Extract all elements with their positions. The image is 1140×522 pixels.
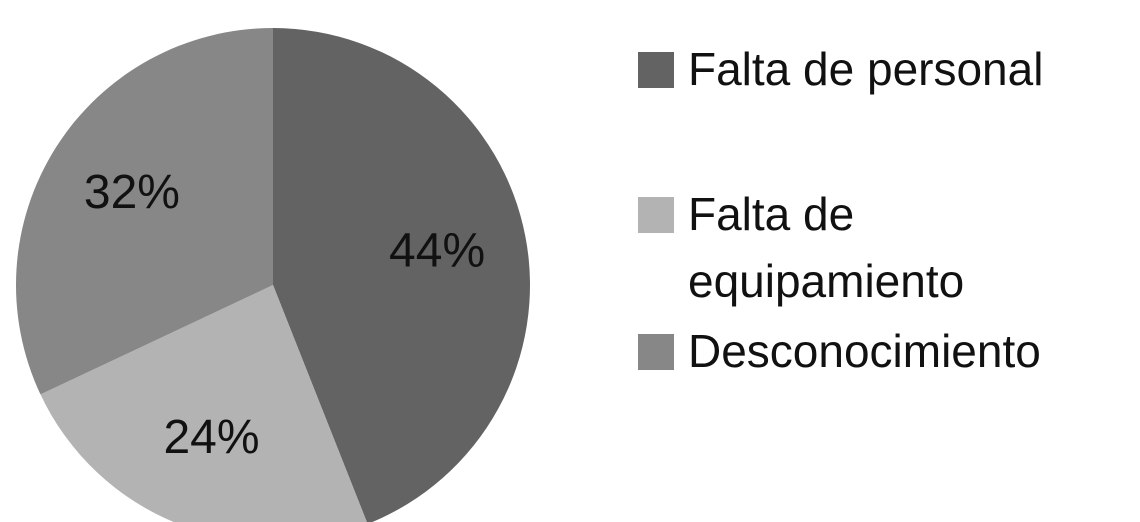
pie-slice xyxy=(40,285,367,522)
pie-slice xyxy=(15,28,274,395)
data-label: 24% xyxy=(163,411,259,464)
legend-swatch xyxy=(638,52,674,88)
data-label: 44% xyxy=(389,224,485,277)
legend-item: Falta de equipamiento xyxy=(638,181,1140,315)
pie-slice xyxy=(273,28,530,522)
legend-label: Desconocimiento xyxy=(688,325,1041,377)
legend-label: Falta de personal xyxy=(688,43,1044,95)
legend-item: Falta de personal xyxy=(638,36,1140,103)
data-label: 32% xyxy=(84,166,180,219)
legend-label: Falta de equipamiento xyxy=(688,188,965,307)
legend-swatch xyxy=(638,197,674,233)
legend-swatch xyxy=(638,334,674,370)
legend-item: Desconocimiento xyxy=(638,318,1140,385)
